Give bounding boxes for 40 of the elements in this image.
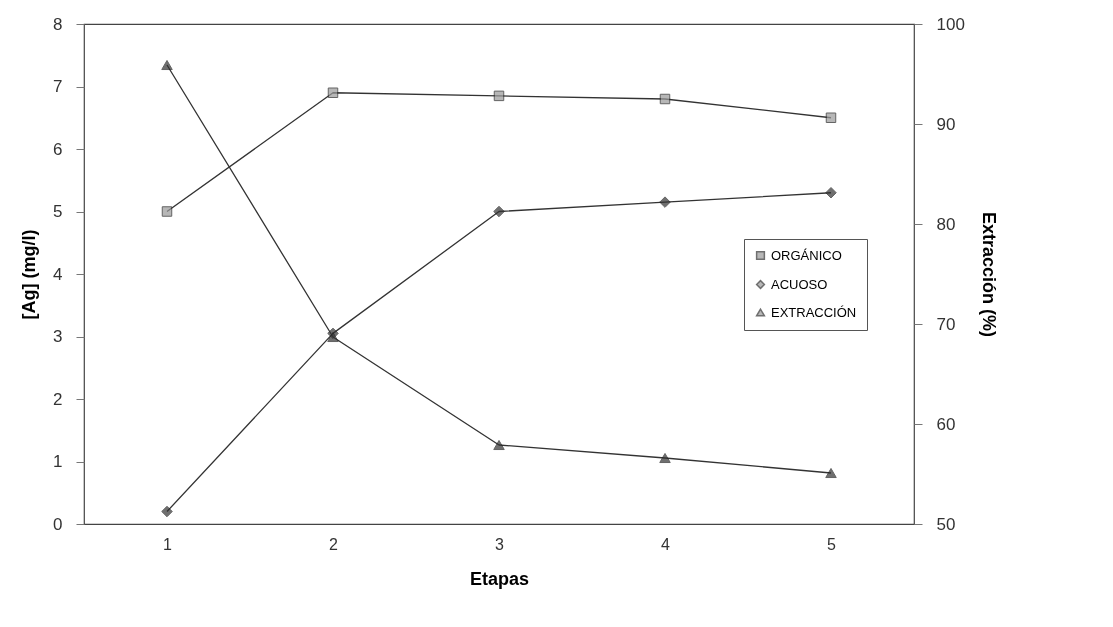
y2-tick-label: 90 xyxy=(936,114,956,134)
point xyxy=(493,90,505,102)
y-tick-label: 6 xyxy=(53,139,63,159)
y-tick-label: 8 xyxy=(53,14,63,34)
y-axis-title: [Ag] (mg/l) xyxy=(19,229,40,320)
y2-tick-label: 100 xyxy=(936,14,965,34)
point xyxy=(659,452,671,464)
y-tick-label: 1 xyxy=(53,452,63,471)
y2-tick-label: 60 xyxy=(936,414,956,434)
y-tick-label: 0 xyxy=(53,514,63,534)
point xyxy=(327,331,339,343)
x-axis-title: Etapas xyxy=(469,568,530,589)
x-tick-label: 5 xyxy=(827,535,837,553)
x-tick-label: 4 xyxy=(661,535,671,553)
point xyxy=(161,505,173,518)
y-tick-label: 3 xyxy=(53,327,63,346)
point xyxy=(327,87,339,98)
legend-label: ACUOSO xyxy=(771,276,828,292)
point xyxy=(161,59,173,71)
y2-tick-label: 50 xyxy=(936,514,956,534)
y-tick-label: 5 xyxy=(53,202,63,221)
y-tick-label: 4 xyxy=(53,264,63,284)
y-tick-label: 7 xyxy=(53,77,63,96)
y-tick-label: 2 xyxy=(53,389,63,409)
point xyxy=(825,467,837,479)
point xyxy=(825,112,837,123)
y2-tick-label: 70 xyxy=(936,314,956,334)
point xyxy=(161,206,173,217)
x-tick-label: 3 xyxy=(495,535,505,553)
point xyxy=(659,196,671,208)
x-tick-label: 2 xyxy=(329,535,339,553)
legend-label: ORGÁNICO xyxy=(771,247,842,263)
x-tick-label: 1 xyxy=(163,535,173,553)
legend-label: EXTRACCIÓN xyxy=(771,304,857,320)
y2-axis-title: Extracción (%) xyxy=(978,211,999,338)
point xyxy=(493,205,505,218)
point xyxy=(493,439,505,451)
point xyxy=(825,187,837,199)
y2-tick-label: 80 xyxy=(936,214,956,234)
point xyxy=(659,93,671,105)
